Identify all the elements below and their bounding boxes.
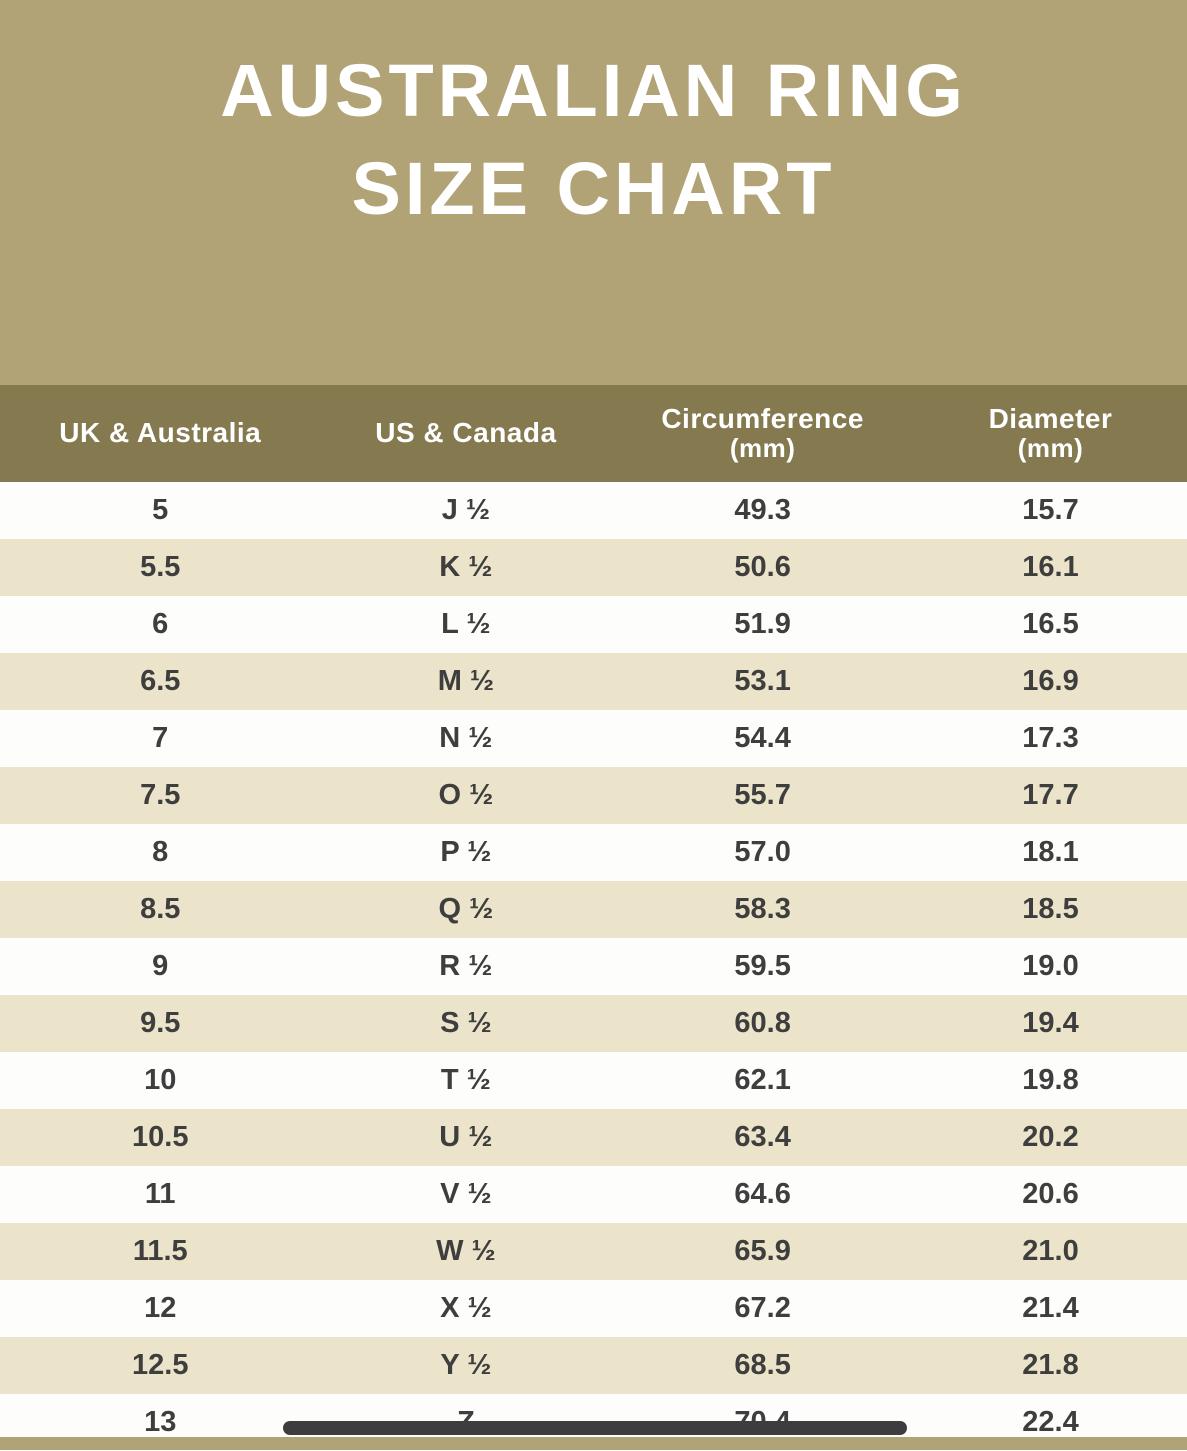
cell-us-canada: N ½ [439, 722, 493, 754]
cell-diameter: 17.7 [1022, 779, 1079, 811]
table-row: 11.5 W ½ 65.9 21.0 [0, 1223, 1187, 1280]
ring-size-table: UK & Australia US & Canada Circumference… [0, 385, 1187, 1451]
header-circumference: Circumference (mm) [611, 385, 914, 482]
header-diameter: Diameter (mm) [913, 385, 1187, 482]
cell-us-canada: Q ½ [438, 893, 494, 925]
cell-diameter: 16.5 [1022, 608, 1079, 640]
header-us-canada: US & Canada [320, 385, 612, 482]
cell-circumference: 60.8 [734, 1007, 791, 1039]
page-title-line1: AUSTRALIAN RING [220, 49, 967, 132]
cell-uk-australia: 8 [152, 836, 169, 868]
cell-us-canada: Y ½ [440, 1349, 492, 1381]
cell-uk-australia: 11 [144, 1178, 176, 1210]
cell-uk-australia: 11.5 [132, 1235, 188, 1267]
header-uk-australia: UK & Australia [0, 385, 321, 482]
cell-uk-australia: 13 [144, 1406, 177, 1438]
title-banner: AUSTRALIAN RING SIZE CHART [0, 0, 1187, 385]
cell-diameter: 17.3 [1022, 722, 1079, 754]
table-header-row: UK & Australia US & Canada Circumference… [0, 385, 1187, 482]
cell-circumference: 50.6 [734, 551, 791, 583]
cell-diameter: 21.8 [1022, 1349, 1079, 1381]
cell-us-canada: T ½ [440, 1064, 491, 1096]
cell-diameter: 19.0 [1022, 950, 1079, 982]
cell-us-canada: K ½ [439, 551, 493, 583]
cell-circumference: 67.2 [734, 1292, 791, 1324]
cell-us-canada: U ½ [439, 1121, 493, 1153]
cell-uk-australia: 5.5 [140, 551, 181, 583]
cell-circumference: 63.4 [734, 1121, 791, 1153]
cell-uk-australia: 9 [152, 950, 169, 982]
table-row: 5 J ½ 49.3 15.7 [0, 482, 1187, 539]
cell-uk-australia: 5 [152, 494, 169, 526]
cell-diameter: 18.5 [1022, 893, 1079, 925]
cell-uk-australia: 7.5 [140, 779, 181, 811]
horizontal-scrollbar[interactable] [283, 1421, 907, 1435]
cell-circumference: 62.1 [734, 1064, 791, 1096]
cell-us-canada: M ½ [437, 665, 495, 697]
table-row: 7.5 O ½ 55.7 17.7 [0, 767, 1187, 824]
cell-us-canada: W ½ [436, 1235, 496, 1267]
cell-circumference: 59.5 [734, 950, 791, 982]
cell-diameter: 20.6 [1022, 1178, 1079, 1210]
cell-uk-australia: 6 [152, 608, 169, 640]
cell-us-canada: S ½ [440, 1007, 492, 1039]
cell-us-canada: L ½ [441, 608, 491, 640]
cell-us-canada: R ½ [439, 950, 493, 982]
cell-diameter: 19.8 [1022, 1064, 1079, 1096]
cell-us-canada: P ½ [440, 836, 492, 868]
cell-circumference: 64.6 [734, 1178, 791, 1210]
cell-uk-australia: 12.5 [132, 1349, 189, 1381]
cell-uk-australia: 10.5 [132, 1121, 189, 1153]
cell-us-canada: J ½ [441, 494, 491, 526]
footer-strip [0, 1437, 1187, 1450]
table-row: 8 P ½ 57.0 18.1 [0, 824, 1187, 881]
cell-us-canada: O ½ [438, 779, 494, 811]
cell-circumference: 55.7 [734, 779, 791, 811]
page-title-line2: SIZE CHART [351, 147, 836, 231]
cell-diameter: 20.2 [1022, 1121, 1079, 1153]
table-row: 12 X ½ 67.2 21.4 [0, 1280, 1187, 1337]
table-row: 11 V ½ 64.6 20.6 [0, 1166, 1187, 1223]
cell-uk-australia: 10 [144, 1064, 177, 1096]
table-row: 8.5 Q ½ 58.3 18.5 [0, 881, 1187, 938]
table-row: 12.5 Y ½ 68.5 21.8 [0, 1337, 1187, 1394]
cell-uk-australia: 9.5 [140, 1007, 181, 1039]
cell-us-canada: V ½ [440, 1178, 492, 1210]
page-title: AUSTRALIAN RING SIZE CHART [0, 42, 1187, 239]
cell-uk-australia: 7 [152, 722, 169, 754]
cell-circumference: 58.3 [734, 893, 791, 925]
table-row: 10.5 U ½ 63.4 20.2 [0, 1109, 1187, 1166]
cell-circumference: 53.1 [734, 665, 791, 697]
table-row: 9 R ½ 59.5 19.0 [0, 938, 1187, 995]
table-row: 6 L ½ 51.9 16.5 [0, 596, 1187, 653]
cell-circumference: 54.4 [734, 722, 791, 754]
cell-diameter: 16.1 [1022, 551, 1079, 583]
cell-circumference: 49.3 [734, 494, 791, 526]
cell-diameter: 21.4 [1022, 1292, 1079, 1324]
table-row: 6.5 M ½ 53.1 16.9 [0, 653, 1187, 710]
cell-circumference: 57.0 [734, 836, 791, 868]
cell-diameter: 18.1 [1022, 836, 1079, 868]
table-row: 5.5 K ½ 50.6 16.1 [0, 539, 1187, 596]
cell-diameter: 22.4 [1022, 1406, 1079, 1438]
table-row: 7 N ½ 54.4 17.3 [0, 710, 1187, 767]
cell-diameter: 19.4 [1022, 1007, 1079, 1039]
cell-uk-australia: 12 [144, 1292, 177, 1324]
cell-diameter: 15.7 [1022, 494, 1079, 526]
table-row: 10 T ½ 62.1 19.8 [0, 1052, 1187, 1109]
cell-circumference: 65.9 [734, 1235, 791, 1267]
cell-diameter: 16.9 [1022, 665, 1079, 697]
table-body: 5 J ½ 49.3 15.7 5.5 K ½ 50.6 16.1 6 L ½ … [0, 482, 1187, 1451]
cell-diameter: 21.0 [1022, 1235, 1079, 1267]
cell-uk-australia: 6.5 [140, 665, 181, 697]
cell-circumference: 68.5 [734, 1349, 791, 1381]
cell-circumference: 51.9 [734, 608, 791, 640]
cell-us-canada: X ½ [440, 1292, 492, 1324]
table-row: 9.5 S ½ 60.8 19.4 [0, 995, 1187, 1052]
cell-uk-australia: 8.5 [140, 893, 181, 925]
